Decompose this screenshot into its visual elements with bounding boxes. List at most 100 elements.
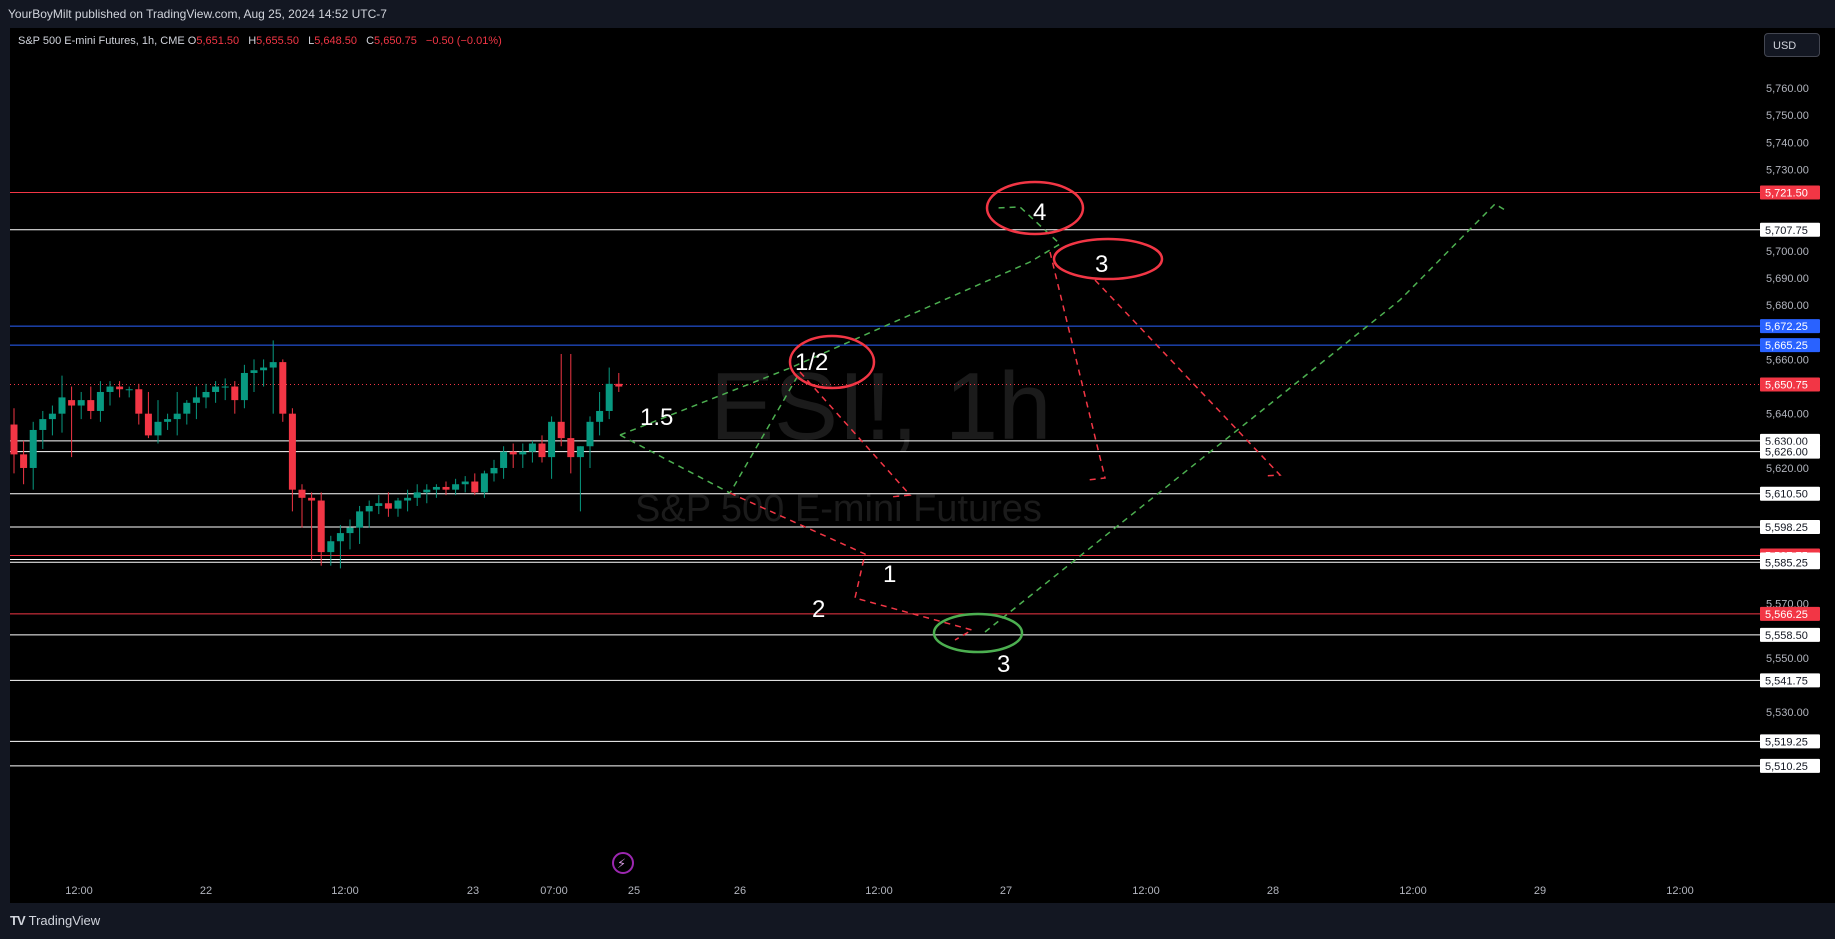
candle-body <box>404 497 412 501</box>
close-value: 5,650.75 <box>374 35 417 47</box>
y-tick-label: 5,660.00 <box>1766 354 1809 366</box>
level-price-tag <box>1760 627 1820 642</box>
candle-body <box>87 400 95 411</box>
candle-body <box>365 505 373 512</box>
candle-body <box>586 421 594 447</box>
close-label: C <box>366 35 375 47</box>
x-tick-label: 28 <box>1267 885 1279 897</box>
x-tick-label: 22 <box>200 885 212 897</box>
candle-body <box>77 400 85 406</box>
y-tick-label: 5,690.00 <box>1766 273 1809 285</box>
bullish-path-lower <box>619 371 801 494</box>
candle-body <box>490 467 498 474</box>
level-price-tag <box>1760 444 1820 459</box>
level-price-label: 5,610.50 <box>1765 489 1808 501</box>
level-price-label: 5,519.25 <box>1765 736 1808 748</box>
candle-body <box>125 389 133 391</box>
annotation-label-6: 3 <box>997 651 1010 678</box>
candle-body <box>509 451 517 455</box>
high-value: 5,655.50 <box>256 35 299 47</box>
candle-body <box>116 386 124 390</box>
candle-body <box>260 367 268 371</box>
open-label: O <box>187 35 197 47</box>
bearish-path-mid <box>799 371 912 498</box>
annotation-label-3: 3 <box>1095 251 1108 278</box>
candle-body <box>384 503 392 509</box>
y-tick-label: 5,550.00 <box>1766 653 1809 665</box>
x-tick-label: 12:00 <box>331 885 359 897</box>
candle-body <box>96 391 104 411</box>
candle-body <box>39 419 47 430</box>
candle-body <box>394 500 402 509</box>
y-tick-label: 5,750.00 <box>1766 110 1809 122</box>
candle-body <box>442 486 450 490</box>
candle-body <box>519 451 527 455</box>
circle-annotation-3-upper <box>1052 237 1164 281</box>
candle-body <box>346 527 354 534</box>
y-tick-label: 5,640.00 <box>1766 409 1809 421</box>
level-price-tag <box>1760 319 1820 334</box>
price-axis[interactable] <box>1760 28 1835 903</box>
level-price-label: 5,665.25 <box>1765 340 1808 352</box>
x-tick-label: 12:00 <box>1666 885 1694 897</box>
y-tick-label: 5,530.00 <box>1766 707 1809 719</box>
publish-info: YourBoyMilt published on TradingView.com… <box>8 7 387 21</box>
top-bar: YourBoyMilt published on TradingView.com… <box>0 0 1835 28</box>
level-price-tag <box>1760 673 1820 688</box>
candle-body <box>596 410 604 422</box>
level-price-tag <box>1760 555 1820 570</box>
annotation-label-1: 1/2 <box>795 349 828 376</box>
level-price-label: 5,626.00 <box>1765 447 1808 459</box>
annotation-label-5: 2 <box>812 596 825 623</box>
bearish-path-far <box>1094 279 1282 477</box>
level-price-label: 5,672.25 <box>1765 321 1808 333</box>
candle-body <box>576 446 584 458</box>
level-price-tag <box>1760 486 1820 501</box>
x-tick-label: 25 <box>628 885 640 897</box>
level-price-tag <box>1760 734 1820 749</box>
plot-area[interactable] <box>10 28 1760 903</box>
y-tick-label: 5,700.00 <box>1766 246 1809 258</box>
candle-body <box>20 454 28 468</box>
candle-body <box>68 400 76 406</box>
candle-body <box>164 419 172 422</box>
candle-body <box>106 386 114 392</box>
candle-body <box>231 386 239 401</box>
candle-body <box>317 500 325 553</box>
y-tick-label: 5,680.00 <box>1766 300 1809 312</box>
candle-body <box>461 481 469 485</box>
x-tick-label: 29 <box>1534 885 1546 897</box>
open-value: 5,651.50 <box>196 35 240 47</box>
low-label: L <box>308 35 315 47</box>
x-tick-label: 26 <box>734 885 746 897</box>
level-price-label: 5,541.75 <box>1765 675 1808 687</box>
candle-body <box>183 402 191 414</box>
level-price-label: 5,721.50 <box>1765 187 1808 199</box>
candle-body <box>173 413 181 420</box>
candle-body <box>413 492 421 498</box>
tradingview-brand[interactable]: TV TradingView <box>10 913 100 928</box>
change-value: −0.50 (−0.01%) <box>425 35 502 47</box>
candle-body <box>567 438 575 458</box>
candle-body <box>432 486 440 490</box>
candle-body <box>29 429 37 468</box>
level-price-tag <box>1760 519 1820 534</box>
watermark-ticker: ESI!, 1h <box>710 353 1052 460</box>
x-tick-label: 12:00 <box>65 885 93 897</box>
tradingview-logo-icon: TV <box>10 913 26 928</box>
candle-body <box>212 386 220 392</box>
level-price-tag <box>1760 338 1820 353</box>
circle-annotation-half <box>788 334 876 390</box>
annotation-label-0: 1.5 <box>640 404 673 431</box>
low-value: 5,648.50 <box>314 35 358 47</box>
bearish-path-right <box>1049 251 1106 481</box>
bullish-path-upper <box>619 206 1062 436</box>
candle-body <box>202 391 210 398</box>
currency-selector[interactable]: USD <box>1764 33 1820 57</box>
annotation-label-4: 1 <box>883 561 896 588</box>
level-price-tag <box>1760 433 1820 448</box>
y-tick-label: 5,730.00 <box>1766 164 1809 176</box>
candle-body <box>240 372 248 401</box>
candle-body <box>192 397 200 403</box>
